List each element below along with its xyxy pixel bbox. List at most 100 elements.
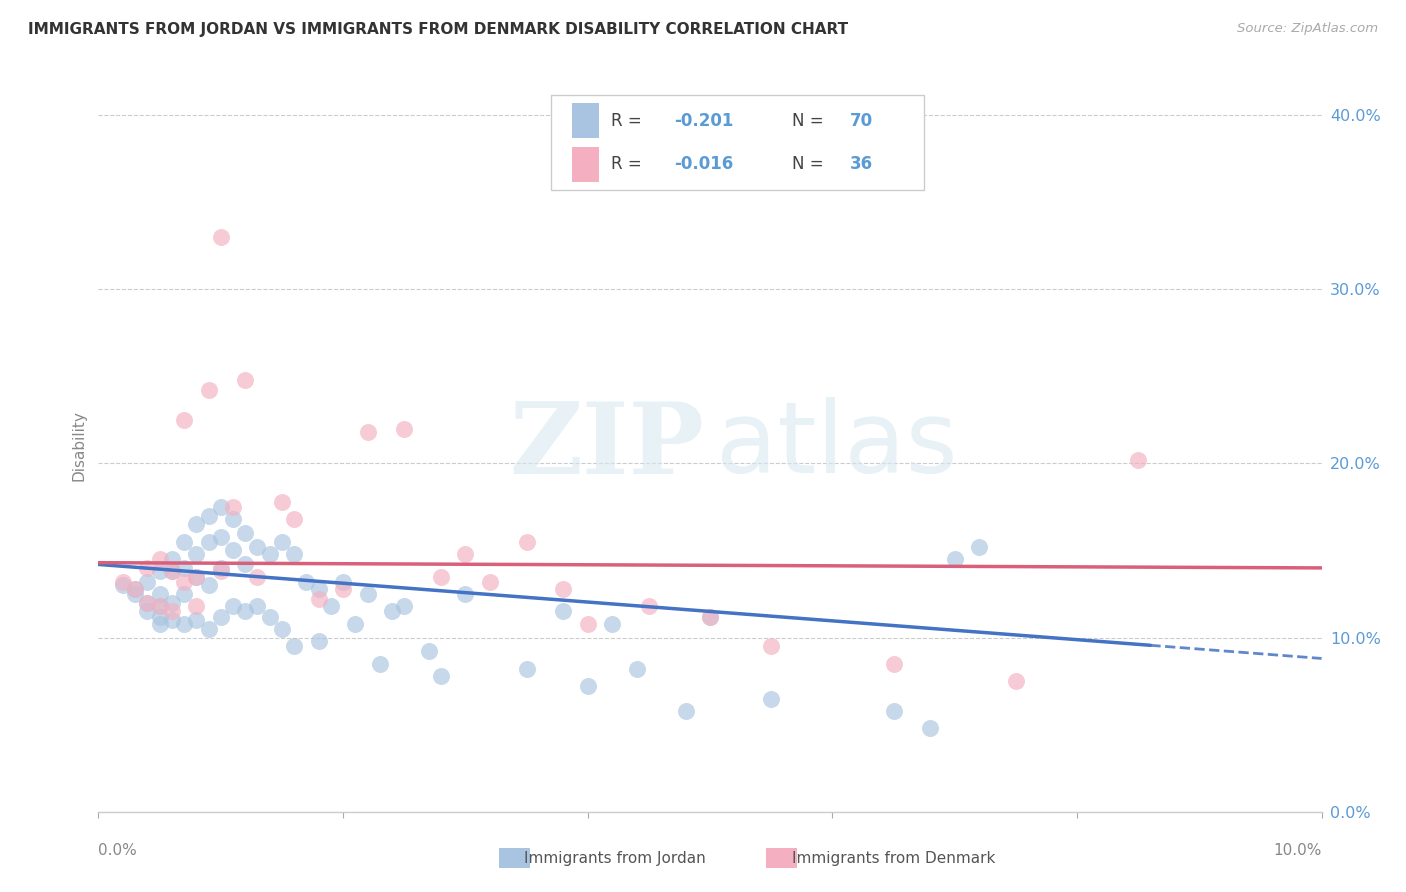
Point — [149, 616, 172, 631]
Bar — [572, 147, 599, 182]
Point — [209, 530, 232, 544]
Point — [197, 508, 219, 523]
Point — [124, 582, 146, 596]
Point — [124, 582, 146, 596]
Point — [160, 596, 183, 610]
Point — [259, 547, 281, 561]
Point — [136, 596, 159, 610]
Point — [197, 622, 219, 636]
Point — [149, 599, 172, 614]
Point — [209, 609, 232, 624]
Point — [186, 569, 208, 583]
Text: N =: N = — [792, 155, 830, 173]
Point — [418, 644, 440, 658]
Point — [1004, 674, 1026, 689]
Text: 70: 70 — [849, 112, 873, 129]
Point — [308, 634, 330, 648]
Point — [173, 616, 195, 631]
Text: R =: R = — [612, 155, 647, 173]
Point — [209, 230, 232, 244]
Point — [197, 384, 219, 398]
Text: R =: R = — [612, 112, 647, 129]
Point — [246, 540, 269, 554]
Point — [149, 552, 172, 566]
Point — [160, 604, 183, 618]
Point — [233, 604, 256, 618]
Point — [173, 534, 195, 549]
Text: atlas: atlas — [716, 398, 957, 494]
Point — [883, 704, 905, 718]
Point — [600, 616, 623, 631]
Bar — [499, 848, 530, 868]
Point — [430, 669, 453, 683]
Point — [1128, 453, 1150, 467]
Point — [197, 534, 219, 549]
Point — [381, 604, 404, 618]
Point — [233, 373, 256, 387]
Point — [344, 616, 367, 631]
Point — [576, 679, 599, 693]
Text: N =: N = — [792, 112, 830, 129]
Point — [920, 721, 942, 735]
Point — [136, 561, 159, 575]
Text: Source: ZipAtlas.com: Source: ZipAtlas.com — [1237, 22, 1378, 36]
Point — [233, 526, 256, 541]
Text: Immigrants from Jordan: Immigrants from Jordan — [524, 851, 706, 865]
Point — [111, 578, 134, 592]
Point — [576, 616, 599, 631]
Point — [454, 547, 477, 561]
Point — [173, 413, 195, 427]
Point — [136, 604, 159, 618]
Point — [149, 565, 172, 579]
Point — [553, 582, 575, 596]
Point — [283, 512, 305, 526]
Point — [356, 587, 378, 601]
Point — [136, 596, 159, 610]
Point — [319, 599, 342, 614]
Point — [209, 500, 232, 514]
Text: 10.0%: 10.0% — [1274, 843, 1322, 858]
Point — [759, 640, 782, 654]
Point — [124, 587, 146, 601]
Point — [392, 599, 416, 614]
Point — [160, 565, 183, 579]
Point — [186, 613, 208, 627]
Point — [246, 599, 269, 614]
Point — [637, 599, 661, 614]
Bar — [766, 848, 797, 868]
Point — [149, 609, 172, 624]
Point — [699, 609, 721, 624]
Point — [478, 574, 501, 589]
Point — [222, 500, 245, 514]
Point — [111, 574, 134, 589]
Point — [173, 587, 195, 601]
Point — [197, 578, 219, 592]
Point — [308, 582, 330, 596]
Point — [308, 592, 330, 607]
Text: IMMIGRANTS FROM JORDAN VS IMMIGRANTS FROM DENMARK DISABILITY CORRELATION CHART: IMMIGRANTS FROM JORDAN VS IMMIGRANTS FRO… — [28, 22, 848, 37]
Point — [675, 704, 697, 718]
Point — [136, 574, 159, 589]
Point — [173, 574, 195, 589]
Point — [283, 547, 305, 561]
Point — [259, 609, 281, 624]
FancyBboxPatch shape — [551, 95, 924, 190]
Point — [222, 599, 245, 614]
Point — [222, 512, 245, 526]
Point — [209, 561, 232, 575]
Bar — [572, 103, 599, 138]
Point — [270, 494, 292, 508]
Text: ZIP: ZIP — [509, 398, 704, 494]
Point — [430, 569, 453, 583]
Y-axis label: Disability: Disability — [72, 410, 87, 482]
Text: 36: 36 — [849, 155, 873, 173]
Text: Immigrants from Denmark: Immigrants from Denmark — [792, 851, 995, 865]
Point — [516, 662, 538, 676]
Point — [160, 552, 183, 566]
Point — [553, 604, 575, 618]
Point — [454, 587, 477, 601]
Point — [233, 558, 256, 572]
Text: -0.016: -0.016 — [675, 155, 734, 173]
Point — [186, 569, 208, 583]
Point — [295, 574, 318, 589]
